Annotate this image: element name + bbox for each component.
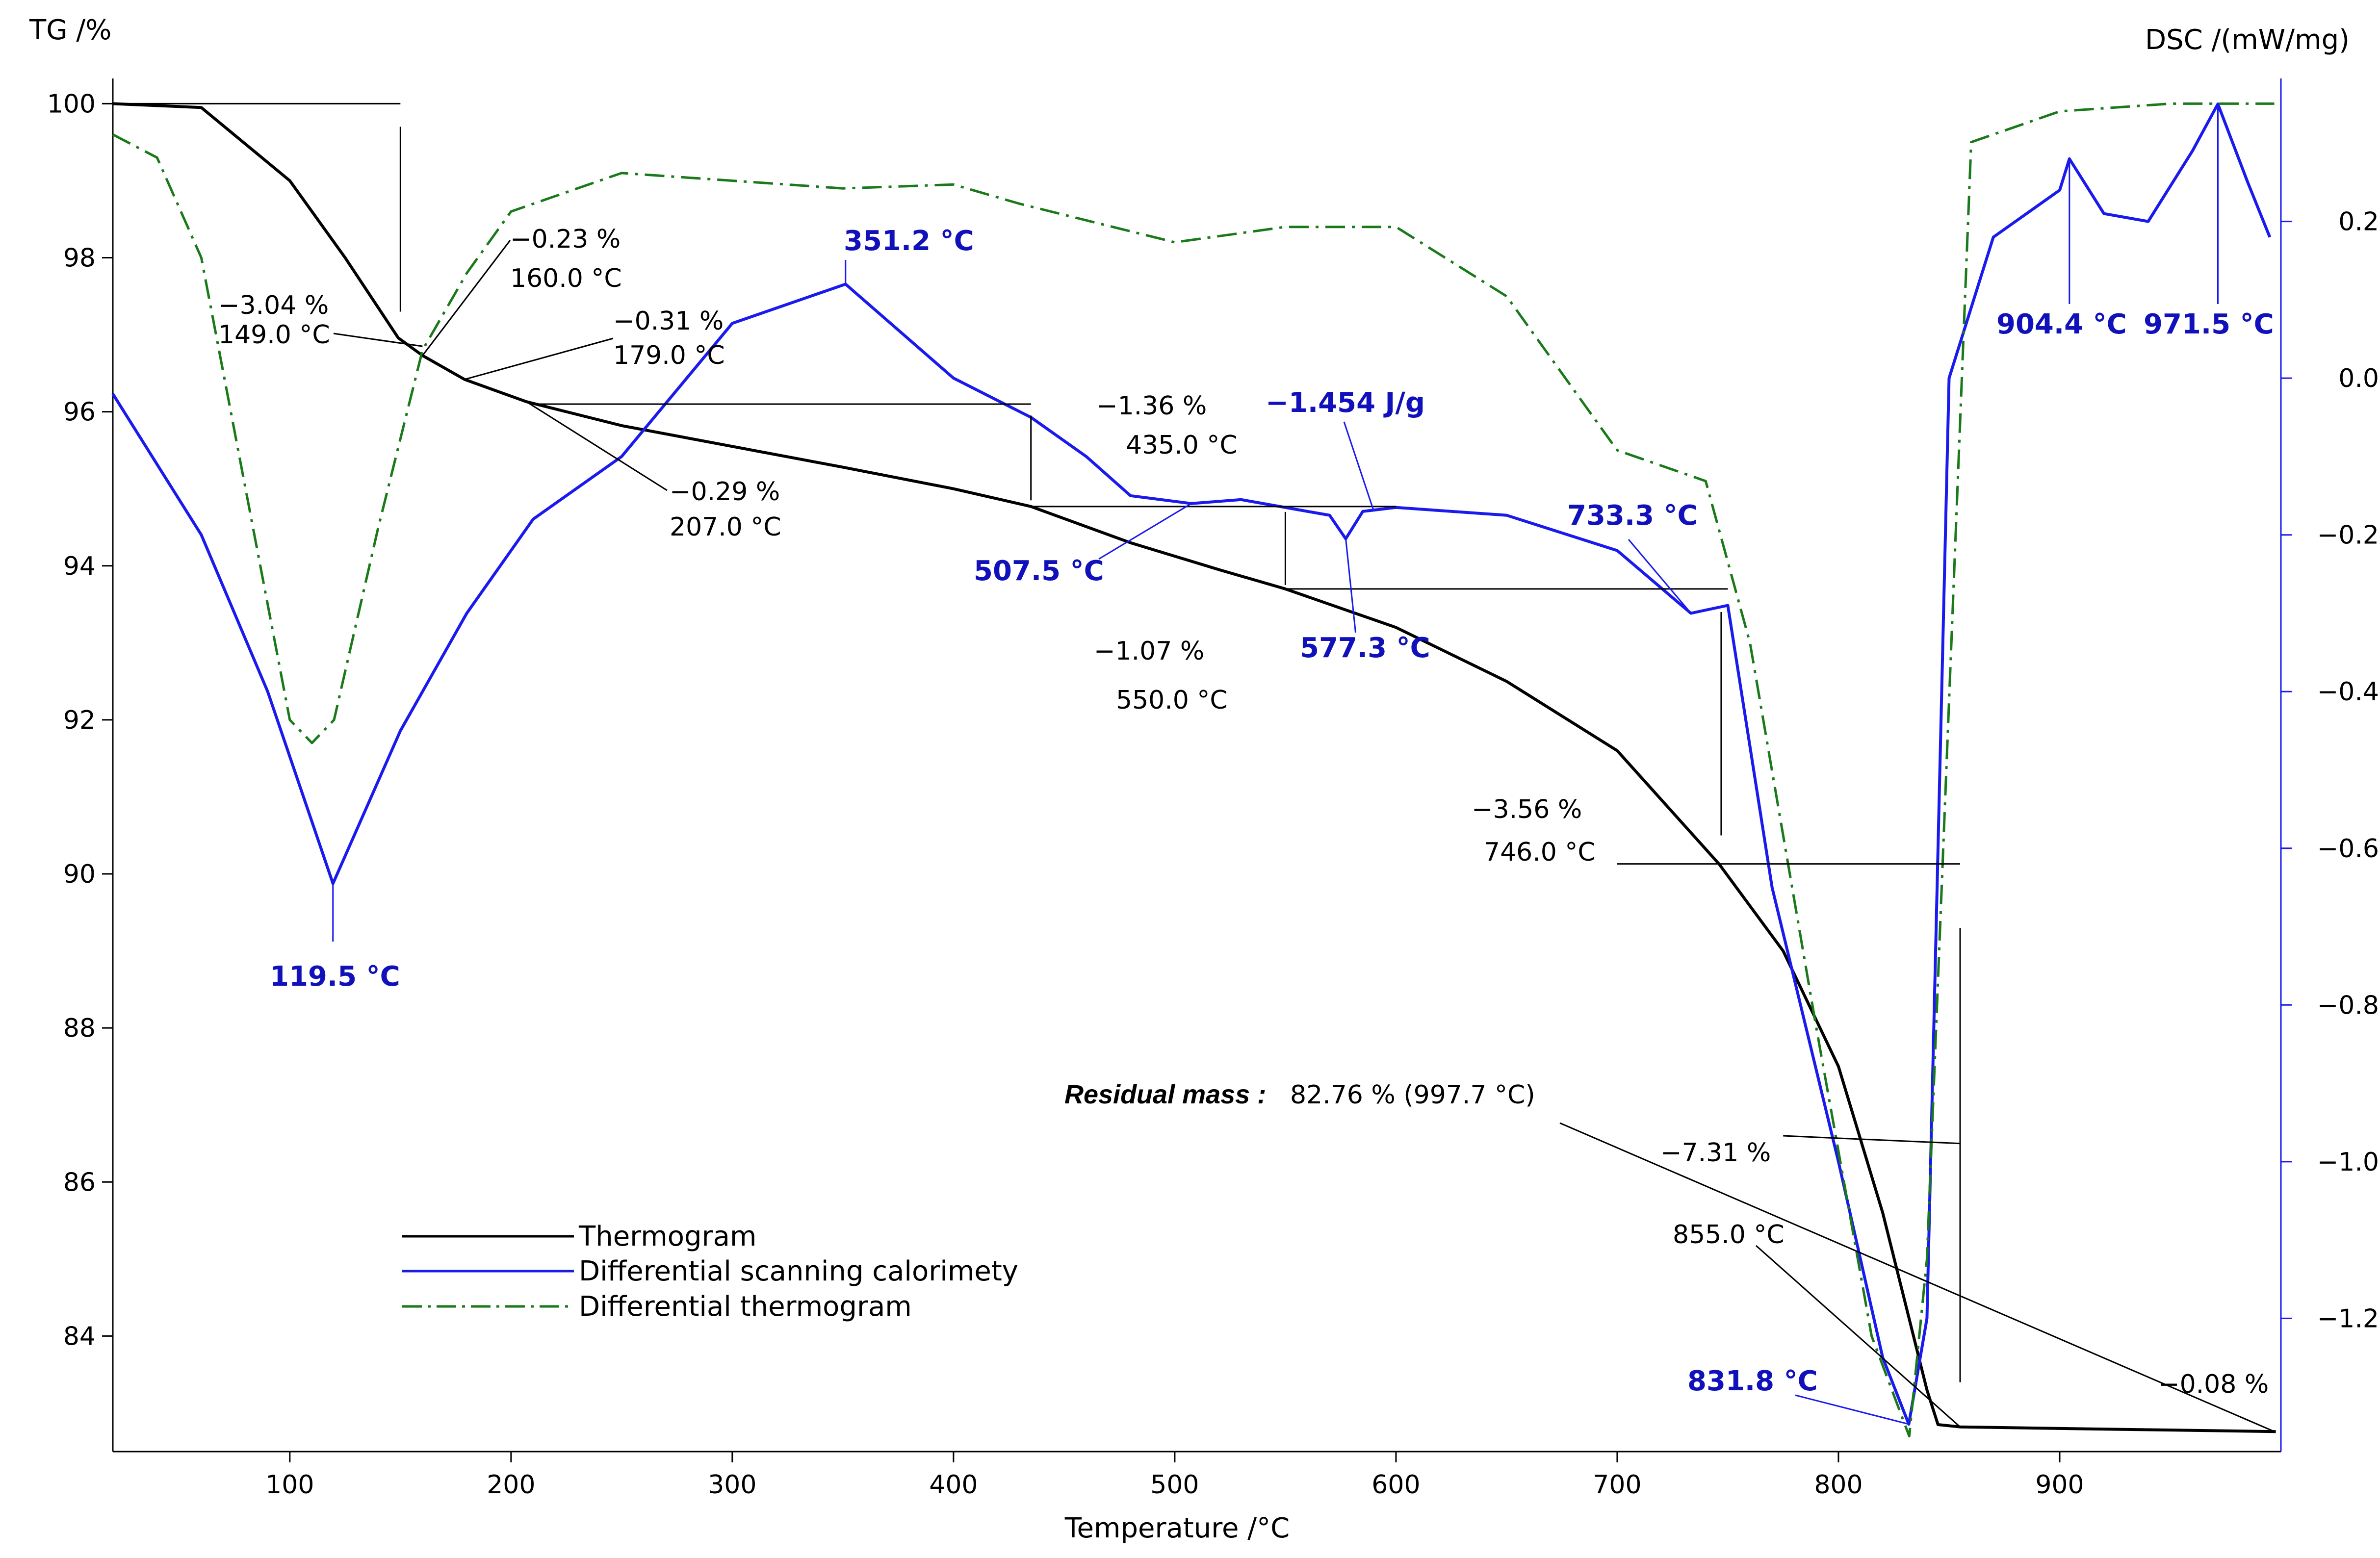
y-left-tick-label: 96 (63, 398, 96, 427)
dsc-peak-577-leader (1345, 538, 1357, 633)
y-right-tick-label: −1.0 (2317, 1148, 2379, 1177)
tg-step-4-mass: −0.29 % (670, 477, 780, 507)
dsc-peak-733-leader (1628, 539, 1692, 614)
tg-step-labels: −3.04 % 149.0 °C −0.23 % 160.0 °C −0.31 … (218, 225, 2269, 1399)
y-right-axis-title: DSC /(mW/mg) (2145, 24, 2350, 56)
tg-step-8-leader (1783, 1135, 1961, 1145)
tg-step-2-temp: 160.0 °C (510, 264, 622, 293)
legend-label-thermogram: Thermogram (578, 1221, 756, 1252)
dsc-peak-119: 119.5 °C (270, 961, 400, 993)
dsc-peak-904: 904.4 °C (1996, 308, 2127, 340)
y-left-axis-title: TG /% (29, 14, 111, 46)
x-tick-label: 500 (1150, 1470, 1199, 1500)
y-left-tick-label: 94 (63, 552, 96, 581)
y-left-tick-label: 86 (63, 1168, 96, 1197)
dsc-peak-971: 971.5 °C (2144, 308, 2274, 340)
y-left-tick-label: 100 (47, 89, 96, 119)
y-left-tick-label: 92 (63, 706, 96, 735)
tg-step-9-leader (1756, 1245, 1961, 1428)
dsc-peak-507-leader (1098, 503, 1192, 560)
tg-step-5-mass: −1.36 % (1096, 391, 1207, 421)
y-right-tick-label: −0.8 (2317, 991, 2379, 1020)
x-tick-label: 300 (708, 1470, 756, 1500)
legend-label-dtg: Differential thermogram (579, 1291, 912, 1323)
tg-step-3-mass: −0.31 % (613, 306, 724, 336)
residual-mass-label: Residual mass : (1064, 1080, 1266, 1109)
x-tick-label: 900 (2035, 1470, 2084, 1500)
tg-step-4-leader (526, 401, 668, 491)
series-layer (111, 102, 2276, 1438)
dsc-peak-831-leader (1795, 1394, 1909, 1425)
x-tick-label: 600 (1371, 1470, 1420, 1500)
tg-step-5-temp: 435.0 °C (1126, 431, 1238, 460)
dsc-enthalpy: −1.454 J/g (1266, 387, 1425, 419)
y-right-tick-label: 0.2 (2338, 207, 2379, 237)
tg-step-7-mass: −3.56 % (1472, 795, 1582, 824)
ticks: 100 200 300 400 500 600 700 800 900 84 86 88 90 92 94 9… (47, 89, 2379, 1500)
dsc-enthalpy-leader (1343, 421, 1375, 512)
dsc-peak-733: 733.3 °C (1567, 500, 1698, 532)
tg-step-1-mass: −3.04 % (218, 291, 329, 320)
y-right-tick-label: −0.2 (2317, 521, 2379, 550)
dsc-peak-labels: 119.5 °C 351.2 °C 507.5 °C −1.454 J/g 57… (270, 225, 2274, 1397)
axes (112, 78, 2282, 1453)
tg-step-9-mass: −0.08 % (2158, 1370, 2269, 1399)
tg-step-7-temp: 746.0 °C (1484, 838, 1596, 867)
series-dtg (112, 102, 2275, 1438)
x-tick-label: 700 (1593, 1470, 1641, 1500)
series-thermogram (112, 102, 2276, 1433)
y-left-tick-label: 88 (63, 1014, 96, 1043)
x-axis-title: Temperature /°C (1064, 1512, 1290, 1544)
legend: Thermogram Differential scanning calorim… (402, 1221, 1018, 1323)
dsc-peak-351: 351.2 °C (844, 225, 974, 257)
residual-mass-leader (1559, 1122, 2275, 1432)
dsc-peak-577: 577.3 °C (1300, 632, 1430, 664)
tg-step-8-temp: 855.0 °C (1673, 1220, 1785, 1250)
dsc-peak-507: 507.5 °C (974, 555, 1104, 587)
y-right-tick-label: −0.4 (2317, 677, 2379, 707)
tg-step-2-leader (422, 240, 511, 356)
tg-step-6-temp: 550.0 °C (1116, 686, 1228, 715)
y-right-tick-label: −0.6 (2317, 834, 2379, 864)
y-right-tick-label: 0.0 (2338, 364, 2379, 393)
y-right-tick-label: −1.2 (2317, 1304, 2379, 1333)
series-dsc (111, 102, 2272, 1426)
y-left-tick-label: 84 (63, 1322, 96, 1351)
x-tick-label: 100 (265, 1470, 314, 1500)
legend-label-dsc: Differential scanning calorimety (579, 1255, 1018, 1287)
tg-step-6-mass: −1.07 % (1094, 637, 1204, 666)
tg-step-1-temp: 149.0 °C (218, 320, 330, 350)
y-left-tick-label: 98 (63, 244, 96, 273)
tg-step-1-leader (333, 332, 423, 347)
x-tick-label: 800 (1814, 1470, 1863, 1500)
residual-mass: Residual mass : 82.76 % (997.7 °C) (1064, 1080, 1535, 1110)
dsc-peak-831: 831.8 °C (1687, 1365, 1818, 1397)
tg-step-4-temp: 207.0 °C (670, 512, 781, 542)
tg-step-3-leader (464, 337, 614, 381)
tg-step-8-mass: −7.31 % (1660, 1138, 1771, 1168)
annotation-layer (113, 102, 2275, 1432)
tg-step-3-temp: 179.0 °C (613, 341, 725, 370)
tg-step-2-mass: −0.23 % (510, 225, 621, 254)
x-tick-label: 200 (487, 1470, 535, 1500)
x-tick-label: 400 (929, 1470, 978, 1500)
residual-mass-value: 82.76 % (997.7 °C) (1290, 1080, 1535, 1110)
y-left-tick-label: 90 (63, 860, 96, 889)
